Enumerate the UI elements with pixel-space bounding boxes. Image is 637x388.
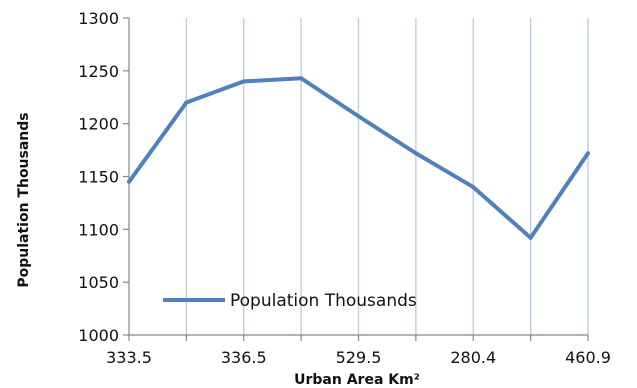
y-tick-label: 1200	[78, 115, 119, 134]
x-tick-label: 333.5	[106, 348, 152, 367]
legend-label: Population Thousands	[230, 291, 417, 311]
y-tick-label: 1050	[78, 273, 119, 292]
data-point	[586, 151, 590, 156]
x-axis-title: Urban Area Km²	[294, 372, 420, 388]
x-tick-label: 280.4	[450, 348, 496, 367]
y-tick-label: 1000	[78, 326, 119, 345]
gridlines	[185, 18, 589, 335]
y-tick-label: 1150	[78, 168, 119, 187]
x-tick-label: 529.5	[336, 348, 382, 367]
y-tick-label: 1100	[78, 220, 119, 239]
data-point	[241, 79, 246, 84]
x-tick-label: 336.5	[221, 348, 267, 367]
data-point	[299, 76, 304, 81]
x-tick-labels: 333.5 336.5 529.5 280.4 460.9	[106, 348, 611, 367]
data-point	[413, 151, 418, 156]
y-axis-title: Population Thousands	[16, 112, 32, 287]
legend: Population Thousands	[163, 291, 417, 311]
data-point	[356, 114, 361, 119]
data-point	[528, 235, 533, 240]
y-tick-label: 1300	[78, 9, 119, 28]
data-point	[471, 185, 476, 190]
y-tick-labels: 1000 1050 1100 1150 1200 1250 1300	[78, 9, 119, 345]
y-tick-label: 1250	[78, 62, 119, 81]
x-tick-label: 460.9	[565, 348, 611, 367]
data-point	[184, 100, 189, 105]
series-layer	[127, 76, 590, 240]
axes	[123, 17, 589, 341]
data-point	[127, 179, 131, 184]
